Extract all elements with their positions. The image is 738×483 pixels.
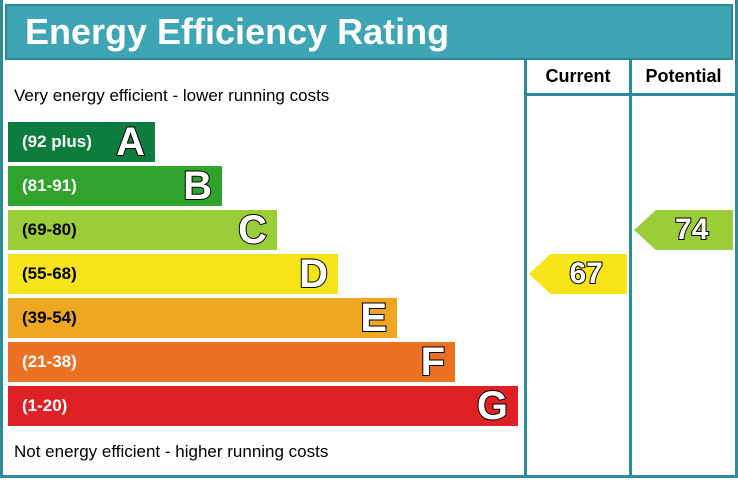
current-column: Current 67	[524, 60, 629, 475]
current-rating-marker: 67	[529, 254, 627, 294]
band-range-label: (69-80)	[22, 220, 77, 239]
bottom-note: Not energy efficient - higher running co…	[14, 442, 329, 461]
band-range-label: (81-91)	[22, 176, 77, 195]
band-letter: B	[182, 164, 213, 208]
current-column-header: Current	[527, 60, 629, 96]
potential-column: Potential 74	[629, 60, 735, 475]
band-range-label: (1-20)	[22, 396, 68, 415]
band-row-b: (81-91) B	[8, 164, 222, 208]
band-letter: D	[298, 252, 329, 296]
band-row-a: (92 plus) A	[8, 120, 155, 164]
band-letter: A	[115, 120, 146, 164]
band-letter: F	[420, 340, 446, 384]
band-row-c: (69-80) C	[8, 208, 277, 252]
band-row-g: (1-20) G	[8, 384, 518, 428]
band-chart-area: Very energy efficient - lower running co…	[3, 60, 524, 475]
band-range-label: (92 plus)	[22, 132, 92, 151]
band-letter: G	[476, 384, 509, 428]
page-title: Energy Efficiency Rating	[5, 4, 733, 60]
band-range-label: (21-38)	[22, 352, 77, 371]
band-range-label: (55-68)	[22, 264, 77, 283]
band-letter: C	[237, 208, 268, 252]
band-row-f: (21-38) F	[8, 340, 455, 384]
band-range-label: (39-54)	[22, 308, 77, 327]
rating-table: Very energy efficient - lower running co…	[3, 60, 735, 475]
band-row-d: (55-68) D	[8, 252, 338, 296]
potential-column-body: 74	[632, 96, 735, 475]
top-note: Very energy efficient - lower running co…	[14, 86, 330, 105]
current-column-body: 67	[527, 96, 629, 475]
band-row-e: (39-54) E	[8, 296, 397, 340]
potential-column-header: Potential	[632, 60, 735, 96]
potential-rating-marker: 74	[634, 210, 733, 250]
band-letter: E	[359, 296, 388, 340]
band-list: (92 plus) A (81-91) B (69-80) C (55-68) …	[8, 120, 524, 428]
